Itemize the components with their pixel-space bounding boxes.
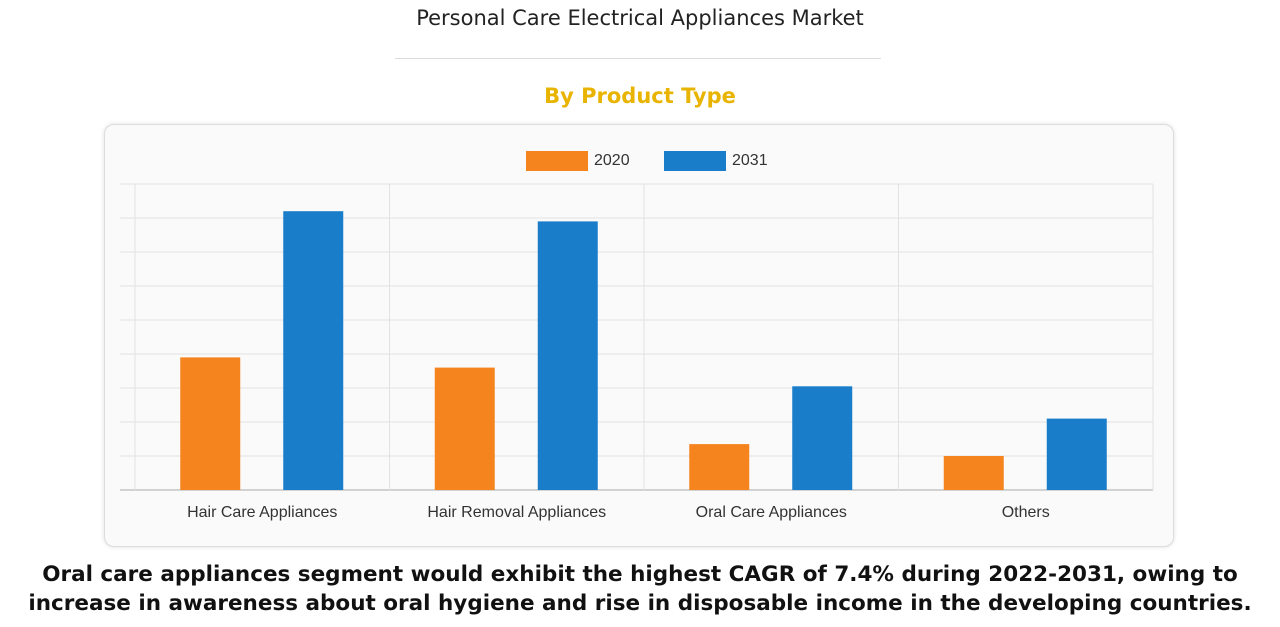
caption: Oral care appliances segment would exhib… (28, 562, 1252, 616)
legend-label: 2031 (732, 152, 768, 169)
bar (1046, 418, 1107, 490)
legend-label: 2020 (594, 152, 630, 169)
x-tick-label: Oral Care Appliances (696, 504, 847, 521)
bar (180, 357, 241, 490)
divider (395, 58, 881, 59)
legend-swatch (664, 151, 726, 171)
bar (943, 456, 1004, 490)
x-tick-label: Others (1002, 504, 1050, 521)
bar (434, 367, 495, 490)
bar (792, 386, 853, 490)
bar (283, 211, 344, 490)
title: Personal Care Electrical Appliances Mark… (416, 6, 864, 30)
x-tick-label: Hair Removal Appliances (427, 504, 606, 521)
x-tick-label: Hair Care Appliances (187, 504, 337, 521)
bar (689, 444, 750, 490)
subtitle: By Product Type (544, 84, 736, 108)
bar (537, 221, 598, 490)
legend-swatch (526, 151, 588, 171)
